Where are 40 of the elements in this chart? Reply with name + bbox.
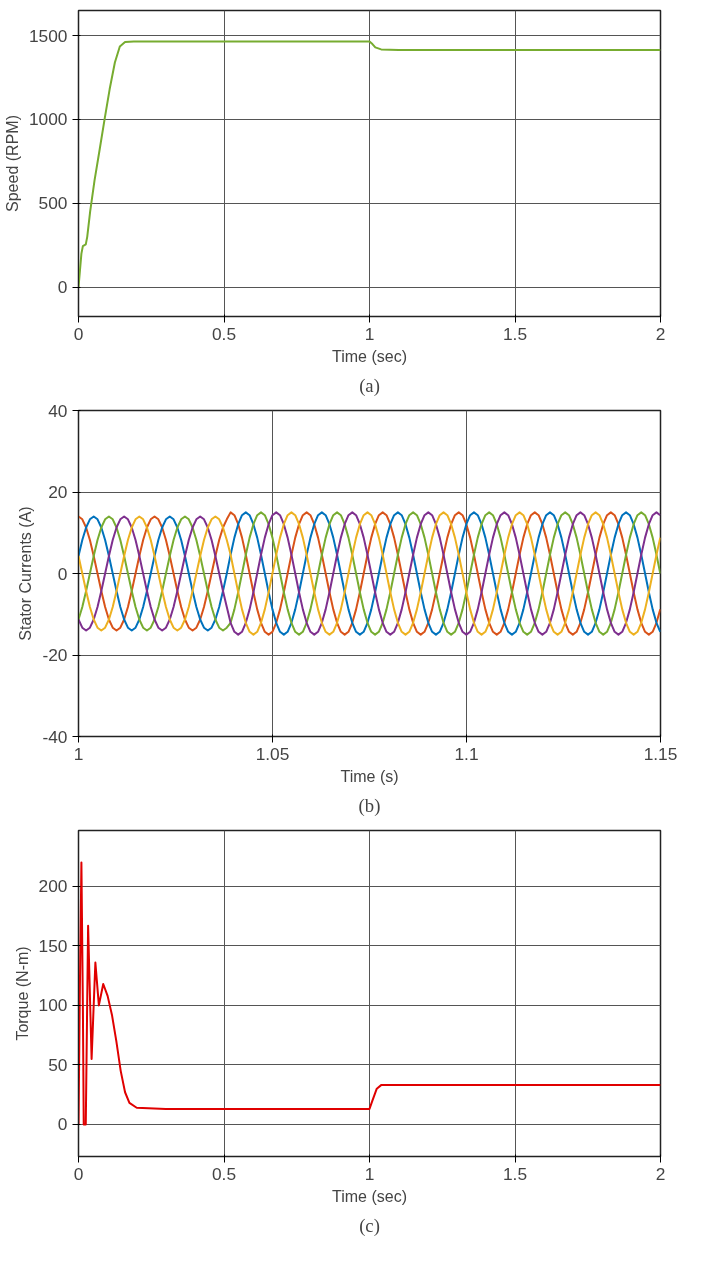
x-tick-label: 1.1 <box>454 743 479 764</box>
x-tick-label: 1.05 <box>255 743 290 764</box>
line-series <box>78 511 661 636</box>
x-tick-label: 2 <box>655 1163 666 1184</box>
y-tick-label: 100 <box>38 995 68 1016</box>
y-tick-label: 40 <box>48 400 68 421</box>
x-tick-label: 1 <box>364 1163 375 1184</box>
x-axis-title: Time (sec) <box>332 1187 407 1205</box>
x-tick-label: 1.15 <box>643 743 678 764</box>
y-tick-label: 150 <box>38 935 68 956</box>
x-tick-label: 0.5 <box>211 1163 237 1184</box>
x-tick-label: 1 <box>364 323 375 344</box>
line-series <box>78 861 661 1126</box>
y-axis-title: Speed (RPM) <box>3 115 21 212</box>
x-tick-label: 1.5 <box>502 323 528 344</box>
x-tick-label: 1.5 <box>502 1163 528 1184</box>
text: (a) <box>359 374 380 397</box>
line-series <box>78 40 661 289</box>
x-tick-label: 1 <box>73 743 84 764</box>
y-axis-title: Stator Currents (A) <box>17 506 35 641</box>
x-tick-label: 0.5 <box>211 323 237 344</box>
x-tick-label: 0 <box>73 1163 84 1184</box>
x-axis-title: Time (s) <box>340 767 399 785</box>
y-tick-label: 1000 <box>28 109 68 130</box>
y-tick-label: 0 <box>57 563 68 584</box>
y-tick-label: 200 <box>38 876 68 897</box>
y-tick-label: 0 <box>57 277 68 298</box>
text: (c) <box>359 1214 380 1237</box>
y-axis-title: Torque (N-m) <box>13 946 31 1041</box>
y-tick-label: -40 <box>42 726 68 747</box>
x-axis-title: Time (sec) <box>332 347 407 365</box>
y-tick-label: -20 <box>42 645 68 665</box>
x-tick-label: 2 <box>655 323 666 344</box>
y-tick-label: 500 <box>38 193 68 214</box>
y-tick-label: 20 <box>48 482 68 502</box>
y-tick-label: 1500 <box>28 25 68 46</box>
x-tick-label: 0 <box>73 323 84 344</box>
y-tick-label: 0 <box>57 1114 68 1135</box>
text: (b) <box>358 794 381 817</box>
y-tick-label: 50 <box>48 1054 68 1075</box>
